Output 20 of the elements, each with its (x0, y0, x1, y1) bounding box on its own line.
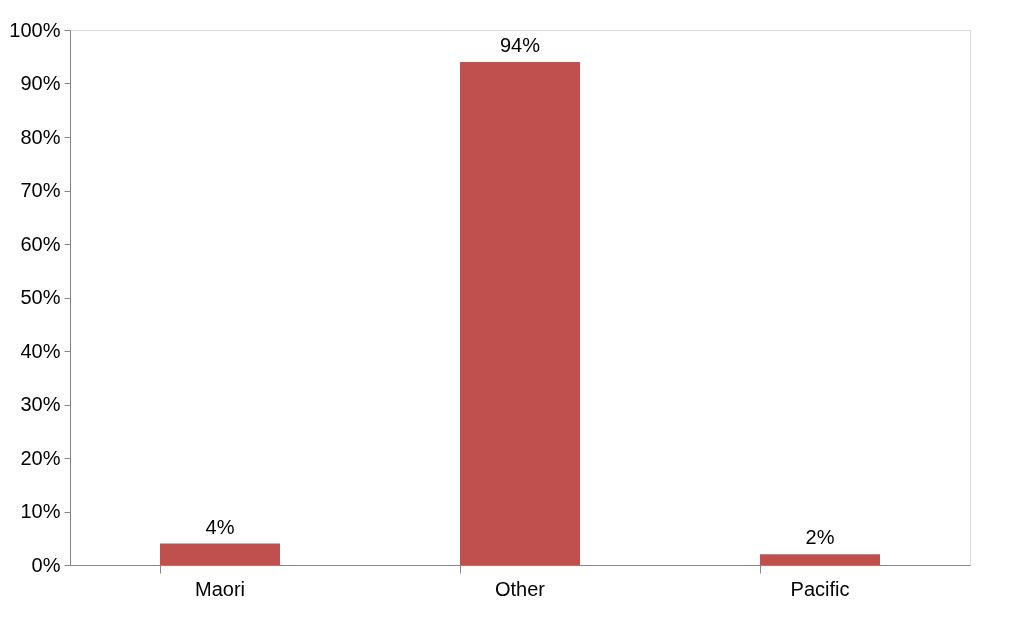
y-tick-label: 40% (20, 339, 61, 362)
y-tick-label: 80% (20, 125, 61, 148)
y-tick-label: 50% (20, 286, 61, 308)
y-tick-label: 30% (20, 393, 61, 415)
x-tick-label: Pacific (790, 577, 850, 600)
bar (460, 62, 580, 565)
y-tick-label: 90% (20, 72, 61, 94)
data-label: 2% (805, 526, 835, 549)
y-tick-label: 60% (20, 232, 61, 255)
x-tick-label: Maori (194, 577, 246, 600)
y-tick-label: 20% (20, 446, 61, 469)
y-tick-label: 70% (20, 179, 61, 201)
y-tick-label: 0% (31, 553, 61, 576)
y-tick-label: 100% (9, 18, 61, 41)
bar (160, 543, 280, 565)
bar (760, 554, 880, 565)
x-tick-label: Other (494, 577, 546, 600)
data-label: 4% (205, 515, 235, 538)
data-label: 94% (499, 34, 541, 57)
y-tick-label: 10% (20, 500, 61, 522)
